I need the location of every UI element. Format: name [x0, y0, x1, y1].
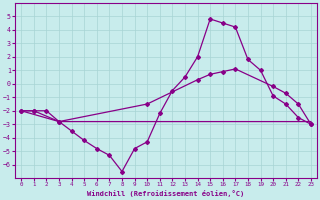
X-axis label: Windchill (Refroidissement éolien,°C): Windchill (Refroidissement éolien,°C) [87, 190, 245, 197]
